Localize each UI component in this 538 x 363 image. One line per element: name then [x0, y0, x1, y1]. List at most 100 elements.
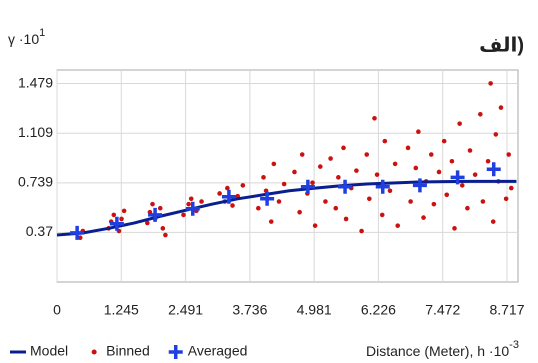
- binned-point: [240, 183, 246, 188]
- binned-point: [328, 156, 333, 161]
- binned-point: [416, 129, 421, 135]
- binned-point: [199, 199, 204, 204]
- averaged-point: [300, 179, 315, 194]
- binned-point: [459, 183, 465, 188]
- binned-point: [379, 212, 385, 218]
- binned-point: [354, 168, 359, 173]
- binned-point: [392, 161, 398, 167]
- y-tick-label: 0.37: [26, 223, 53, 239]
- binned-point: [188, 196, 194, 202]
- binned-point: [261, 175, 266, 180]
- binned-point: [478, 111, 483, 117]
- binned-point: [119, 216, 124, 222]
- binned-point: [121, 208, 127, 214]
- binned-point: [343, 216, 349, 222]
- averaged-point: [450, 170, 465, 185]
- x-axis-label: Distance (Meter), h ·10-3: [366, 339, 519, 359]
- chart-title: الف): [479, 34, 524, 56]
- x-tick-label: 6.226: [361, 302, 396, 318]
- legend-swatch: [168, 345, 183, 359]
- y-label-base: γ ·10: [8, 31, 39, 47]
- averaged-point: [148, 207, 163, 222]
- binned-point: [382, 138, 388, 144]
- y-tick-label: 0.739: [18, 174, 53, 190]
- binned-point: [490, 219, 496, 224]
- averaged-point: [185, 201, 200, 216]
- binned-point: [256, 205, 261, 211]
- averaged-point: [338, 179, 353, 194]
- binned-point: [77, 235, 83, 241]
- legend-label: Binned: [106, 343, 150, 359]
- legend-swatch: [91, 349, 97, 355]
- x-tick-label: 1.245: [104, 302, 139, 318]
- binned-point: [364, 152, 370, 157]
- binned-point: [421, 215, 426, 220]
- binned-point: [428, 152, 434, 157]
- binned-point: [186, 201, 191, 207]
- binned-point: [472, 172, 478, 177]
- averaged-point: [486, 162, 501, 177]
- binned-point: [217, 191, 222, 196]
- binned-point: [297, 209, 302, 215]
- averaged-point: [70, 225, 85, 240]
- binned-point: [395, 223, 401, 228]
- legend-label: Model: [30, 343, 68, 359]
- averaged-point: [375, 179, 390, 194]
- binned-point: [333, 205, 339, 211]
- binned-point: [317, 164, 323, 169]
- x-label-base: Distance (Meter), h ·10: [366, 343, 509, 359]
- binned-point: [413, 165, 419, 171]
- binned-point: [506, 152, 512, 157]
- binned-point: [276, 199, 282, 204]
- binned-point: [150, 201, 155, 207]
- binned-point: [467, 148, 473, 153]
- binned-point: [292, 169, 297, 175]
- binned-point: [480, 199, 486, 204]
- binned-point: [431, 201, 437, 207]
- binned-point: [485, 158, 491, 164]
- plot-area: [56, 69, 519, 283]
- binned-point: [157, 205, 163, 211]
- x-label-exp: -3: [509, 339, 519, 351]
- x-tick-label: 3.736: [232, 302, 267, 318]
- binned-point: [225, 185, 230, 191]
- binned-point: [441, 138, 447, 144]
- binned-point: [405, 145, 411, 151]
- y-tick-label: 1.109: [18, 124, 53, 140]
- binned-point: [503, 196, 509, 202]
- binned-point: [367, 196, 372, 202]
- binned-point: [281, 181, 287, 187]
- binned-point: [271, 161, 277, 167]
- averaged-point: [412, 178, 427, 193]
- binned-point: [372, 116, 377, 121]
- binned-point: [111, 212, 117, 218]
- binned-point: [145, 220, 150, 226]
- binned-point: [374, 172, 380, 177]
- binned-point: [508, 185, 514, 191]
- binned-point: [310, 180, 315, 186]
- x-tick-label: 4.981: [297, 302, 332, 318]
- binned-point: [488, 81, 493, 86]
- averaged-point: [221, 189, 236, 204]
- binned-point: [493, 132, 499, 137]
- binned-point: [230, 203, 235, 208]
- binned-point: [323, 199, 328, 204]
- averaged-point: [260, 191, 275, 206]
- y-axis-label: γ ·101: [8, 27, 45, 47]
- averaged-point: [109, 216, 124, 231]
- binned-point: [359, 228, 364, 234]
- binned-point: [444, 192, 450, 198]
- binned-point: [452, 226, 457, 231]
- binned-point: [163, 232, 168, 238]
- binned-point: [268, 219, 274, 224]
- binned-point: [341, 145, 346, 151]
- y-tick-label: 1.479: [18, 74, 53, 90]
- legend-label: Averaged: [188, 343, 248, 359]
- x-tick-label: 8.717: [489, 302, 524, 318]
- binned-point: [387, 188, 393, 194]
- binned-point: [436, 169, 442, 175]
- binned-point: [312, 223, 318, 228]
- binned-point: [299, 152, 305, 157]
- binned-point: [408, 199, 413, 204]
